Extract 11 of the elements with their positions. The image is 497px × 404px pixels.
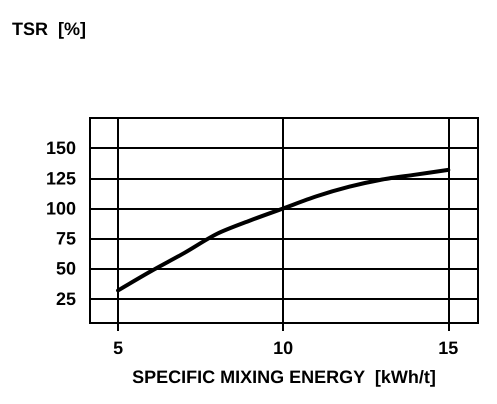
y-tick-label: 100: [46, 198, 76, 218]
x-tick-label: 5: [113, 338, 124, 358]
y-axis-title: TSR [%]: [12, 19, 86, 39]
y-tick-label: 50: [56, 258, 76, 279]
x-axis-title: SPECIFIC MIXING ENERGY [kWh/t]: [132, 367, 436, 387]
y-tick-label: 150: [46, 138, 76, 158]
x-tick-label: 10: [273, 338, 294, 358]
y-tick-label: 25: [56, 288, 76, 309]
x-tick-label: 15: [438, 338, 458, 358]
y-tick-label: 125: [46, 168, 76, 188]
y-tick-label: 75: [56, 228, 76, 249]
